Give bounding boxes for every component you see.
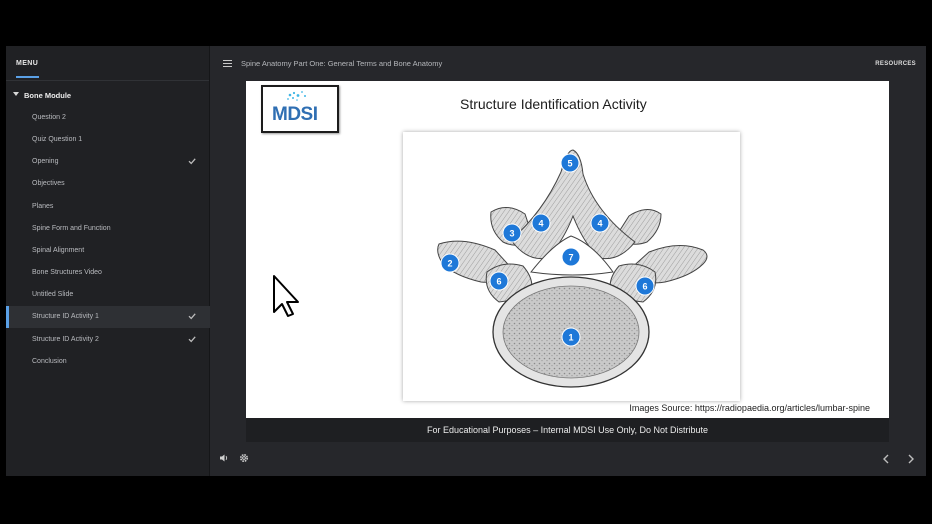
prev-arrow-icon[interactable]: [881, 453, 891, 465]
menu-item-label: Opening: [32, 158, 59, 165]
section-bone-module[interactable]: Bone Module: [6, 88, 210, 104]
svg-text:6: 6: [496, 277, 501, 287]
marker-5: 5: [560, 153, 580, 173]
top-bar: Spine Anatomy Part One: General Terms an…: [210, 46, 926, 81]
settings-icon[interactable]: [239, 453, 249, 463]
svg-text:4: 4: [538, 219, 543, 229]
checkmark-icon: [188, 158, 196, 165]
menu-item-objectives[interactable]: Objectives: [6, 173, 210, 195]
svg-text:2: 2: [447, 259, 452, 269]
menu-item-label: Conclusion: [32, 358, 67, 365]
checkmark-icon: [188, 313, 196, 320]
menu-item-untitled-slide[interactable]: Untitled Slide: [6, 284, 210, 306]
course-player: MENU Bone Module Question 2 Quiz Questio…: [6, 46, 926, 476]
section-label: Bone Module: [24, 91, 72, 100]
menu-title[interactable]: MENU: [16, 60, 39, 67]
svg-text:5: 5: [567, 159, 572, 169]
marker-4-left: 4: [531, 213, 551, 233]
sidebar-menu: MENU Bone Module Question 2 Quiz Questio…: [6, 46, 210, 476]
vertebra-diagram: 5 4 4 3 7 2 6 6 1: [403, 132, 740, 401]
mouse-cursor-icon: [273, 275, 299, 317]
volume-icon[interactable]: [219, 453, 229, 463]
slide-canvas: MDSI Structure Identification Activity: [246, 81, 889, 418]
mdsi-logo: MDSI: [261, 85, 339, 133]
caption-text: For Educational Purposes – Internal MDSI…: [427, 425, 708, 435]
menu-item-label: Structure ID Activity 1: [32, 313, 99, 320]
caret-down-icon[interactable]: [13, 92, 19, 96]
menu-item-label: Spine Form and Function: [32, 225, 111, 232]
menu-item-label: Structure ID Activity 2: [32, 336, 99, 343]
menu-item-label: Question 2: [32, 114, 66, 121]
menu-item-planes[interactable]: Planes: [6, 196, 210, 218]
checkmark-icon: [188, 336, 196, 343]
menu-item-spinal-alignment[interactable]: Spinal Alignment: [6, 240, 210, 262]
menu-item-spine-form-and-function[interactable]: Spine Form and Function: [6, 218, 210, 240]
menu-item-label: Quiz Question 1: [32, 136, 83, 143]
marker-1: 1: [561, 327, 581, 347]
svg-text:7: 7: [568, 253, 573, 263]
marker-4-right: 4: [590, 213, 610, 233]
resources-button[interactable]: RESOURCES: [875, 61, 916, 67]
svg-text:1: 1: [568, 333, 573, 343]
caption-bar: For Educational Purposes – Internal MDSI…: [246, 418, 889, 442]
marker-2: 2: [440, 253, 460, 273]
menu-item-label: Untitled Slide: [32, 291, 74, 298]
marker-7: 7: [561, 247, 581, 267]
marker-6-left: 6: [489, 271, 509, 291]
next-arrow-icon[interactable]: [906, 453, 916, 465]
menu-item-label: Planes: [32, 203, 54, 210]
svg-text:4: 4: [597, 219, 602, 229]
svg-text:6: 6: [642, 282, 647, 292]
menu-item-label: Spinal Alignment: [32, 247, 85, 254]
menu-header: MENU: [6, 46, 209, 81]
menu-tab-underline: [16, 76, 39, 78]
svg-text:MDSI: MDSI: [272, 104, 318, 125]
menu-item-conclusion[interactable]: Conclusion: [6, 351, 210, 373]
menu-item-label: Bone Structures Video: [32, 269, 102, 276]
menu-item-label: Objectives: [32, 180, 65, 187]
svg-text:3: 3: [509, 229, 514, 239]
menu-item-opening[interactable]: Opening: [6, 151, 210, 173]
marker-6-right: 6: [635, 276, 655, 296]
menu-item-structure-id-activity-1[interactable]: Structure ID Activity 1: [6, 306, 210, 328]
menu-item-bone-structures-video[interactable]: Bone Structures Video: [6, 262, 210, 284]
active-indicator: [6, 306, 9, 328]
image-source-credit: Images Source: https://radiopaedia.org/a…: [629, 403, 870, 413]
menu-item-question-2[interactable]: Question 2: [6, 107, 210, 129]
slide-title: Structure Identification Activity: [460, 96, 647, 112]
menu-item-quiz-question-1[interactable]: Quiz Question 1: [6, 129, 210, 151]
menu-item-structure-id-activity-2[interactable]: Structure ID Activity 2: [6, 329, 210, 351]
course-title: Spine Anatomy Part One: General Terms an…: [241, 59, 443, 68]
hamburger-menu-icon[interactable]: [223, 60, 232, 68]
marker-3: 3: [502, 223, 522, 243]
